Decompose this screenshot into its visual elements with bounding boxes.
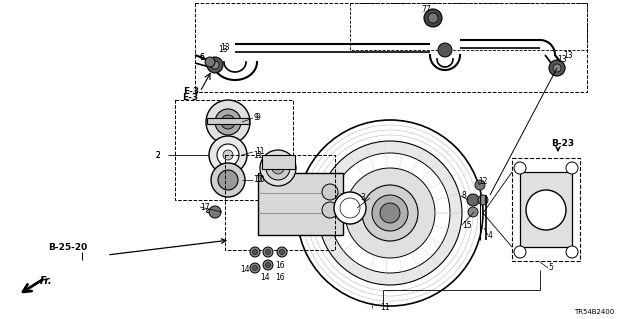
Text: 11: 11 <box>253 151 262 160</box>
Circle shape <box>260 150 296 186</box>
Circle shape <box>280 249 285 255</box>
Circle shape <box>526 190 566 230</box>
Circle shape <box>514 246 526 258</box>
Circle shape <box>209 136 247 174</box>
Circle shape <box>250 247 260 257</box>
Circle shape <box>218 170 238 190</box>
Text: Fr.: Fr. <box>40 276 52 286</box>
Text: 13: 13 <box>218 46 228 55</box>
Text: 14: 14 <box>260 273 269 283</box>
Text: 3: 3 <box>360 194 365 203</box>
Text: 8: 8 <box>462 191 467 201</box>
Bar <box>350 3 587 50</box>
Text: TR54B2400: TR54B2400 <box>574 309 614 315</box>
Text: 14: 14 <box>240 265 250 275</box>
Circle shape <box>207 57 223 73</box>
Circle shape <box>345 168 435 258</box>
Text: 16: 16 <box>275 273 285 283</box>
Circle shape <box>438 43 452 57</box>
Text: 6: 6 <box>200 54 205 63</box>
Text: 1: 1 <box>381 303 385 313</box>
Circle shape <box>221 115 235 129</box>
Circle shape <box>424 9 442 27</box>
Circle shape <box>318 141 462 285</box>
Text: 13: 13 <box>563 51 573 61</box>
Circle shape <box>263 260 273 270</box>
Circle shape <box>211 61 219 69</box>
Circle shape <box>330 153 450 273</box>
Bar <box>175 100 293 200</box>
Circle shape <box>553 64 561 72</box>
Circle shape <box>340 198 360 218</box>
Text: 9: 9 <box>253 114 258 122</box>
Circle shape <box>514 162 526 174</box>
Circle shape <box>322 184 338 200</box>
Circle shape <box>250 263 260 273</box>
Circle shape <box>566 246 578 258</box>
Text: 16: 16 <box>275 261 285 270</box>
Circle shape <box>215 109 241 135</box>
Text: 7: 7 <box>421 4 426 13</box>
Circle shape <box>272 162 284 174</box>
Circle shape <box>205 57 215 67</box>
Bar <box>520 172 572 247</box>
Circle shape <box>549 60 565 76</box>
Text: B-23: B-23 <box>551 138 574 147</box>
Text: 10: 10 <box>255 175 264 184</box>
Text: B-25-20: B-25-20 <box>48 243 87 253</box>
Text: 5: 5 <box>548 263 553 272</box>
Text: 9: 9 <box>255 114 260 122</box>
Circle shape <box>297 120 483 306</box>
Circle shape <box>211 163 245 197</box>
Bar <box>207 118 249 124</box>
Circle shape <box>266 263 271 268</box>
Circle shape <box>217 144 239 166</box>
Circle shape <box>266 249 271 255</box>
Circle shape <box>372 195 408 231</box>
Circle shape <box>334 192 366 224</box>
Text: E-3: E-3 <box>183 87 199 97</box>
Text: 17: 17 <box>200 203 210 211</box>
Circle shape <box>468 207 478 217</box>
Text: 2: 2 <box>156 151 161 160</box>
Circle shape <box>478 195 488 205</box>
Circle shape <box>206 100 250 144</box>
Bar <box>225 155 335 250</box>
Text: 15: 15 <box>462 220 472 229</box>
Circle shape <box>266 156 290 180</box>
Text: 4: 4 <box>488 231 493 240</box>
Circle shape <box>223 150 233 160</box>
Bar <box>258 173 343 235</box>
Circle shape <box>277 247 287 257</box>
Circle shape <box>475 180 485 190</box>
Text: 10: 10 <box>253 175 262 184</box>
Text: 11: 11 <box>255 147 264 157</box>
Circle shape <box>566 162 578 174</box>
Text: 2: 2 <box>155 151 160 160</box>
Circle shape <box>263 247 273 257</box>
Circle shape <box>380 203 400 223</box>
Text: E-3: E-3 <box>182 93 198 102</box>
Bar <box>512 158 580 261</box>
Circle shape <box>209 206 221 218</box>
Circle shape <box>253 249 257 255</box>
Text: 7: 7 <box>425 4 430 13</box>
Text: 12: 12 <box>478 177 488 187</box>
Text: 1: 1 <box>384 303 388 313</box>
Text: 6: 6 <box>200 54 205 63</box>
Circle shape <box>253 265 257 271</box>
Text: 13: 13 <box>220 43 230 53</box>
Circle shape <box>428 13 438 23</box>
Bar <box>195 3 587 92</box>
Text: 13: 13 <box>557 55 566 63</box>
Circle shape <box>362 185 418 241</box>
Bar <box>262 155 295 169</box>
Circle shape <box>322 202 338 218</box>
Circle shape <box>467 194 479 206</box>
